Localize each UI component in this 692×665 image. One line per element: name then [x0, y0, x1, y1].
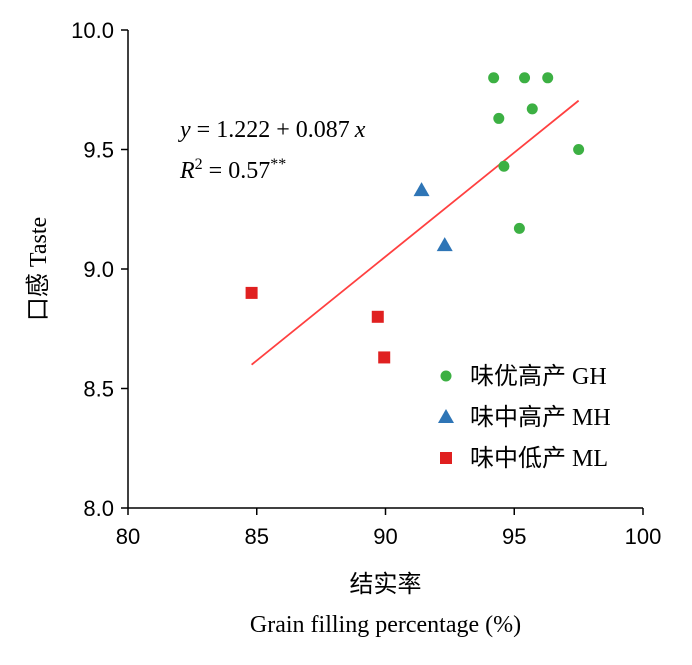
- data-point: [513, 222, 525, 234]
- data-point: [488, 72, 500, 84]
- equation-body: = 1.222 + 0.087: [191, 117, 350, 143]
- data-point: [371, 310, 384, 323]
- equation-text: y = 1.222 + 0.087 x: [178, 117, 366, 143]
- regression-equation: y = 1.222 + 0.087 x R2 = 0.57**: [178, 117, 366, 184]
- r-squared-superscript: 2: [195, 156, 203, 173]
- legend-label: 味中低产 ML: [470, 445, 608, 472]
- y-tick-label: 10.0: [71, 18, 114, 43]
- data-points: [245, 72, 585, 364]
- legend-marker: [440, 452, 452, 464]
- x-axis-title-chinese: 结实率: [350, 571, 422, 598]
- data-point: [519, 72, 531, 84]
- y-tick-label: 8.5: [83, 377, 114, 402]
- data-point: [573, 144, 585, 155]
- r-squared-text: R2 = 0.57**: [179, 156, 286, 184]
- legend-label: 味中高产 MH: [470, 404, 611, 431]
- x-tick-label: 80: [116, 524, 140, 549]
- x-axis-title-english: Grain filling percentage (%): [250, 612, 521, 638]
- data-point: [413, 182, 430, 197]
- y-tick-label: 8.0: [83, 496, 114, 521]
- data-point: [378, 351, 391, 364]
- axes: [127, 30, 643, 509]
- legend-marker: [438, 409, 454, 423]
- legend: 味优高产 GH 味中高产 MH 味中低产 ML: [438, 363, 611, 472]
- data-point: [493, 112, 505, 124]
- data-point: [526, 103, 538, 115]
- tick-labels: 80 85 90 95 100 8.0 8.5 9.0 9.5 10.0: [71, 18, 661, 549]
- significance-stars: **: [270, 156, 286, 173]
- x-tick-label: 85: [245, 524, 269, 549]
- data-point: [436, 237, 453, 252]
- equation-y: y: [178, 117, 191, 143]
- x-tick-label: 95: [502, 524, 526, 549]
- trendline: [251, 99, 580, 366]
- x-tick-label: 90: [373, 524, 397, 549]
- r-squared-r: R: [179, 158, 195, 184]
- data-point: [245, 286, 258, 299]
- y-tick-label: 9.0: [83, 257, 114, 282]
- data-point: [542, 72, 554, 84]
- data-point: [498, 160, 510, 172]
- legend-label: 味优高产 GH: [470, 363, 607, 390]
- equation-x: x: [354, 117, 366, 143]
- legend-marker: [440, 370, 452, 382]
- x-tick-label: 100: [625, 524, 662, 549]
- y-tick-label: 9.5: [83, 138, 114, 163]
- r-squared-value: = 0.57: [203, 158, 271, 184]
- y-axis-title: 口感 Taste: [25, 217, 52, 321]
- ticks: [121, 29, 644, 515]
